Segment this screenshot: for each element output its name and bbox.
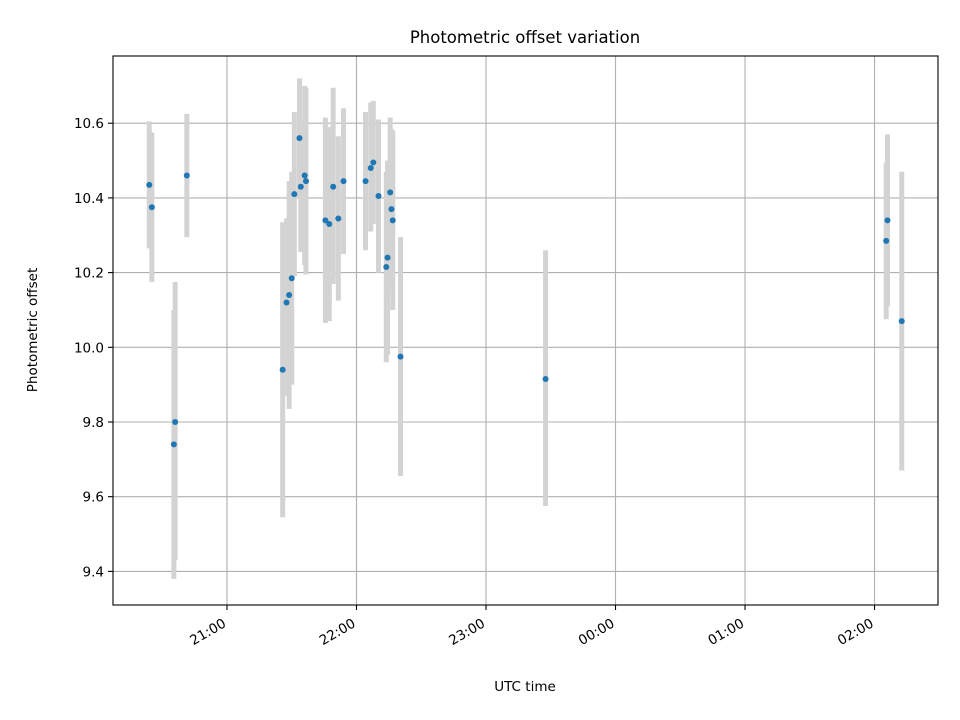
data-point xyxy=(301,172,308,179)
x-axis-label: UTC time xyxy=(494,679,556,695)
data-point xyxy=(302,178,309,185)
data-point xyxy=(322,217,329,224)
data-point xyxy=(291,191,298,198)
y-tick-label: 9.4 xyxy=(83,564,104,580)
data-point xyxy=(330,183,337,190)
data-point xyxy=(170,441,177,448)
data-point xyxy=(383,264,390,271)
data-point xyxy=(288,275,295,282)
y-axis-label: Photometric offset xyxy=(25,268,41,392)
data-point xyxy=(375,193,382,200)
y-tick-label: 10.6 xyxy=(74,116,104,132)
data-point xyxy=(335,215,342,222)
data-point xyxy=(326,221,333,228)
data-point xyxy=(340,178,347,185)
data-point xyxy=(183,172,190,179)
data-point xyxy=(388,206,395,213)
y-axis-ticks: 9.4 9.6 9.8 10.0 10.2 10.4 10.6 xyxy=(74,116,113,580)
data-point xyxy=(542,376,549,383)
y-tick-label: 10.0 xyxy=(74,340,104,356)
data-point xyxy=(286,292,293,299)
plot-frame xyxy=(112,55,939,606)
data-point xyxy=(898,318,905,325)
data-point xyxy=(367,165,374,172)
y-tick-label: 10.2 xyxy=(74,266,104,282)
data-point xyxy=(384,254,391,261)
y-tick-label: 9.6 xyxy=(83,490,104,506)
data-point xyxy=(387,189,394,196)
data-point xyxy=(146,181,153,188)
data-point xyxy=(397,353,404,360)
data-point xyxy=(884,217,891,224)
chart-title: Photometric offset variation xyxy=(410,28,640,47)
data-point xyxy=(279,366,286,373)
data-point xyxy=(296,135,303,142)
data-point xyxy=(283,299,290,306)
data-point xyxy=(389,217,396,224)
data-point xyxy=(148,204,155,211)
data-point xyxy=(172,419,179,425)
y-tick-label: 9.8 xyxy=(83,415,104,431)
data-point xyxy=(297,183,304,190)
data-point xyxy=(370,159,377,166)
grid-lines xyxy=(113,56,938,605)
data-point xyxy=(883,237,890,244)
data-markers xyxy=(146,135,905,448)
y-tick-label: 10.4 xyxy=(74,191,104,207)
data-point xyxy=(362,178,369,185)
